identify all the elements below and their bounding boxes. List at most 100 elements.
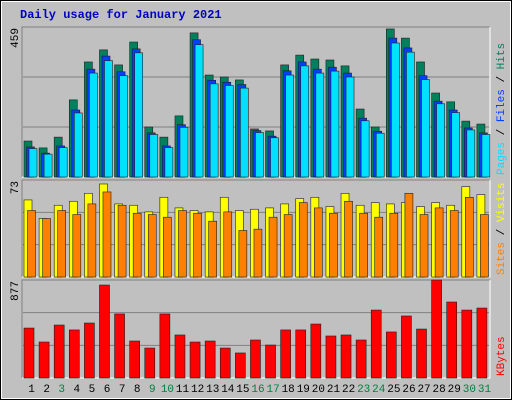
bar (268, 216, 278, 278)
x-tick-label: 16 (251, 384, 264, 396)
x-tick-label: 3 (58, 384, 65, 396)
bar (104, 60, 113, 178)
bar (325, 335, 337, 379)
bar (466, 129, 476, 178)
bar (298, 202, 308, 278)
bar (209, 83, 219, 178)
bar (431, 279, 442, 379)
x-tick-label: 6 (104, 384, 111, 396)
x-tick-label: 19 (297, 384, 310, 396)
bar (461, 309, 473, 379)
x-tick-label: 1 (28, 384, 35, 396)
bar (87, 203, 97, 278)
bar (295, 329, 307, 379)
bar (280, 329, 291, 379)
bar (28, 148, 38, 178)
bar (235, 352, 246, 379)
bar (238, 230, 248, 278)
bar (68, 329, 80, 379)
y-tick-label: 73 (10, 181, 22, 194)
bar (132, 212, 142, 278)
bar (194, 44, 204, 178)
bar (193, 212, 202, 278)
bar (436, 103, 445, 178)
bar (480, 214, 489, 278)
bar (27, 210, 36, 278)
bar (344, 200, 353, 278)
bar (84, 322, 95, 379)
bar (386, 331, 397, 379)
bar (476, 307, 488, 379)
legend-entry: Pages (496, 142, 508, 175)
x-tick-label: 2 (43, 384, 50, 396)
bar (389, 212, 399, 278)
legend: Sites / Visits (496, 183, 508, 275)
bar (43, 153, 53, 178)
chart-title: Daily usage for January 2021 (20, 8, 222, 22)
bar (374, 216, 384, 278)
legend-separator: / (496, 69, 508, 89)
legend-entry: Sites (496, 242, 508, 275)
x-tick-label: 29 (448, 384, 461, 396)
x-tick-label: 30 (463, 384, 476, 396)
bar (465, 196, 474, 278)
bar (359, 212, 368, 278)
y-tick-label: 459 (10, 28, 22, 48)
x-tick-label: 13 (206, 384, 219, 396)
bar (102, 191, 112, 278)
bar (253, 228, 263, 278)
x-tick-label: 25 (387, 384, 400, 396)
legend-separator: / (496, 122, 508, 142)
bar (449, 210, 459, 278)
legend-entry: Files (496, 89, 508, 122)
x-tick-label: 26 (402, 384, 415, 396)
bar (179, 127, 189, 178)
bar (219, 347, 231, 379)
legend: KBytes (496, 336, 508, 376)
bar (119, 75, 128, 178)
x-tick-label: 9 (149, 384, 156, 396)
bar (300, 65, 310, 178)
bar (370, 309, 382, 379)
x-tick-label: 24 (372, 384, 386, 396)
bar (204, 340, 216, 379)
x-tick-label: 28 (433, 384, 446, 396)
bar (163, 216, 172, 278)
bar (404, 192, 414, 278)
bar (255, 132, 264, 178)
bar (42, 218, 51, 278)
bar (89, 72, 98, 178)
bar (208, 220, 217, 278)
bar (401, 315, 412, 379)
bar (189, 341, 201, 379)
bar (419, 214, 429, 278)
x-tick-label: 11 (176, 384, 190, 396)
bar (360, 120, 370, 178)
x-tick-label: 17 (266, 384, 279, 396)
x-tick-label: 20 (312, 384, 325, 396)
panel-shadow (21, 26, 490, 177)
bar (147, 214, 157, 278)
bar (391, 42, 400, 178)
x-tick-label: 21 (327, 384, 341, 396)
legend-entry: Visits (496, 183, 508, 223)
bar (99, 284, 110, 379)
bar (446, 301, 458, 379)
bar (481, 134, 491, 178)
bar (129, 340, 140, 379)
bar (72, 214, 82, 278)
legend-entry: Hits (496, 43, 508, 69)
x-tick-label: 12 (191, 384, 204, 396)
x-tick-label: 15 (236, 384, 249, 396)
bar (144, 347, 156, 379)
bar (117, 204, 127, 278)
bar (178, 210, 187, 278)
bar (270, 137, 279, 178)
bar (375, 132, 385, 178)
bar (330, 70, 340, 178)
x-tick-label: 22 (342, 384, 355, 396)
bar (58, 147, 68, 178)
bar (406, 51, 415, 178)
x-tick-label: 18 (282, 384, 295, 396)
